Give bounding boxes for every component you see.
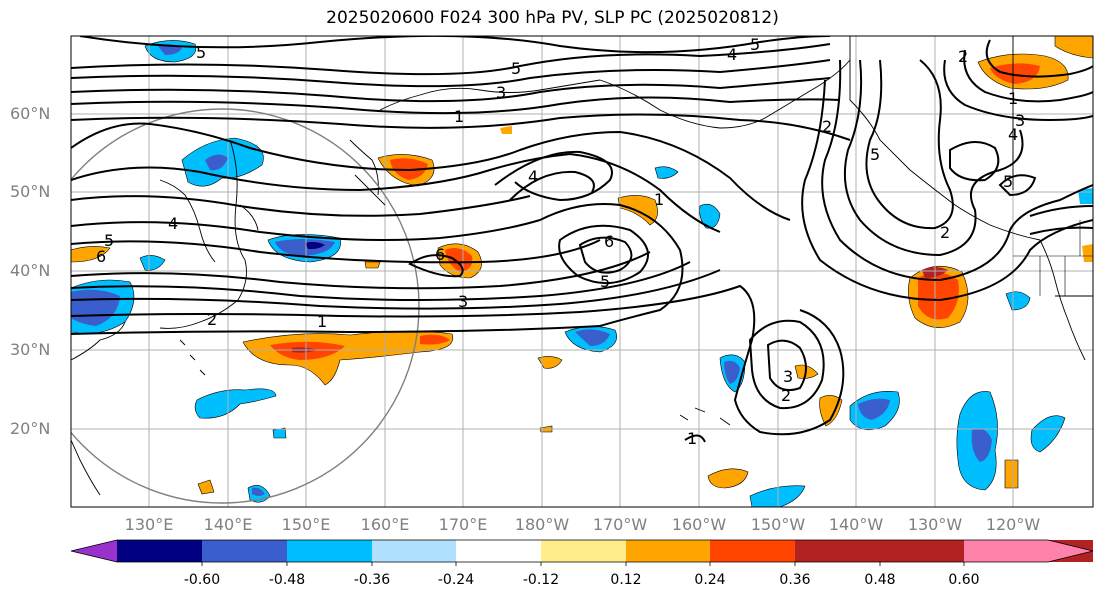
contour-label: 5 [1003,172,1013,191]
contour-label: 2 [207,310,217,329]
map-frame [70,35,1094,508]
contour-label: 5 [511,59,521,78]
longitude-label: 170°W [592,515,648,534]
colorbar-segment [117,540,202,562]
colorbar-segment [202,540,287,562]
contour-label: 1 [1008,89,1018,108]
colorbar-tick-label: -0.12 [522,572,560,588]
contour-label-group: 5 5 4 3 1 5 2 1 3 4 2 5 4 5 6 4 5 6 6 5 … [96,35,1025,448]
latitude-label: 60°N [10,104,51,123]
colorbar-tick-label: 0.60 [948,572,980,588]
colorbar-extend-tip [964,540,1093,562]
colorbar-tick-label: 0.36 [779,572,811,588]
colorbar-tick-label: 0.12 [610,572,642,588]
contour-label: 5 [196,43,206,62]
colorbar-tick-label: 0.48 [864,572,896,588]
contour-label: 3 [1015,111,1025,130]
colorbar-segment [287,540,372,562]
contour-label: 4 [528,167,538,186]
contour-label: 4 [1008,125,1018,144]
colorbar-segment [626,540,710,562]
contour-label: 2 [940,223,950,242]
colorbar-segment [795,540,880,562]
longitude-label: 130°E [124,515,174,534]
contour-label: 6 [435,245,445,264]
longitude-label: 140°W [828,515,884,534]
colorbar-tick-label: -0.60 [183,572,221,588]
contour-label: 2 [958,47,968,66]
map-title: 2025020600 F024 300 hPa PV, SLP PC (2025… [326,8,779,28]
political-borders [1013,220,1093,296]
contour-label: 5 [750,35,760,54]
longitude-label: 150°E [281,515,331,534]
latitude-label: 40°N [10,261,51,280]
latitude-label: 30°N [10,340,51,359]
region-circle [71,108,420,504]
longitude-label: 120°W [985,515,1041,534]
contour-label: 1 [687,429,697,448]
colorbar-outline [70,539,1094,563]
latitude-label: 20°N [10,419,51,438]
contour-label: 1 [654,190,664,209]
contour-label: 2 [781,386,791,405]
contour-label: 2 [822,117,832,136]
latitude-label: 50°N [10,182,51,201]
contour-label: 1 [454,107,464,126]
colorbar-tick-label: -0.24 [437,572,475,588]
colorbar-segment [880,540,964,562]
contour-label: 6 [96,247,106,266]
longitude-label: 170°E [438,515,488,534]
contour-label: 5 [870,145,880,164]
pv-anomaly-shading [71,36,1093,507]
contour-label: 3 [496,83,506,102]
colorbar-tick-label: -0.36 [353,572,391,588]
longitude-label: 140°E [203,515,253,534]
longitude-label: 160°E [360,515,410,534]
contour-label: 5 [600,272,610,291]
contour-label: 3 [458,292,468,311]
colorbar-segment [456,540,541,562]
longitude-label: 130°W [907,515,963,534]
colorbar-segment [372,540,456,562]
colorbar-tick-label: -0.48 [268,572,306,588]
colorbar [70,539,1094,566]
longitude-label: 180°W [514,515,570,534]
contour-label: 3 [783,367,793,386]
coastlines [71,36,1093,496]
longitude-label: 160°W [671,515,727,534]
colorbar-segment [541,540,626,562]
contour-label: 4 [727,45,737,64]
graticule-grid [71,36,1093,507]
longitude-label: 150°W [750,515,806,534]
contour-label: 5 [104,231,114,250]
colorbar-tick-label: 0.24 [694,572,726,588]
contour-label: 1 [317,312,327,331]
contour-label: 6 [604,232,614,251]
colorbar-extend-low [71,540,117,562]
contour-lines [71,36,1093,443]
colorbar-segment [710,540,795,562]
contour-label: 4 [168,214,178,233]
